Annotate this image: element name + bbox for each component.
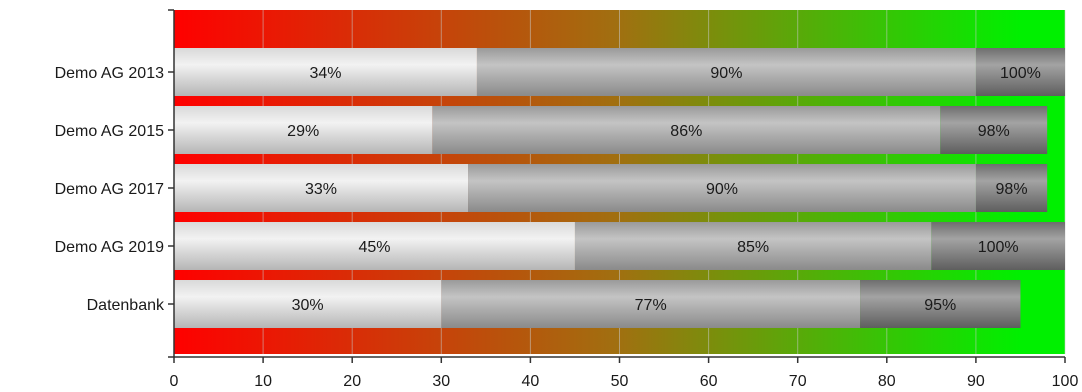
x-tick-label: 40 [522, 373, 540, 390]
data-label: 100% [1000, 65, 1041, 82]
x-tick-label: 80 [878, 373, 896, 390]
bar-segment [476, 48, 976, 96]
bar-segment [468, 164, 976, 212]
x-tick-label: 10 [254, 373, 272, 390]
bar-segment [860, 280, 1021, 328]
bar-segment [174, 48, 477, 96]
data-label: 90% [710, 65, 742, 82]
data-label: 90% [706, 181, 738, 198]
data-label: 86% [670, 123, 702, 140]
data-label: 98% [996, 181, 1028, 198]
bar-segment [975, 48, 1065, 96]
category-label: Demo AG 2017 [55, 181, 165, 198]
data-label: 30% [292, 297, 324, 314]
bar-segment [574, 222, 932, 270]
data-label: 77% [635, 297, 667, 314]
data-label: 98% [978, 123, 1010, 140]
bar-segment [441, 280, 861, 328]
x-tick-label: 0 [170, 373, 179, 390]
x-tick-label: 100 [1052, 373, 1079, 390]
data-label: 33% [305, 181, 337, 198]
data-label: 95% [924, 297, 956, 314]
x-tick-label: 90 [967, 373, 985, 390]
category-label: Demo AG 2015 [55, 123, 165, 140]
x-tick-label: 20 [343, 373, 361, 390]
data-label: 29% [287, 123, 319, 140]
bar-segment [174, 106, 433, 154]
bars: 34% 90% 100% 29% 86% 98% 33% 90% 98% 45% 85% 100% 30… [174, 48, 1065, 328]
bar-segment [432, 106, 941, 154]
x-tick-label: 30 [432, 373, 450, 390]
axes: Demo AG 2013 Demo AG 2015 Demo AG 2017 Demo… [55, 9, 1079, 390]
bar-segment [174, 222, 575, 270]
bar-segment [940, 106, 1048, 154]
data-label: 100% [978, 239, 1019, 256]
bar-segment [975, 164, 1048, 212]
x-tick-label: 70 [789, 373, 807, 390]
bar-segment [174, 280, 442, 328]
category-label: Demo AG 2019 [55, 239, 165, 256]
data-label: 34% [309, 65, 341, 82]
bar-segment [931, 222, 1065, 270]
category-label: Demo AG 2013 [55, 65, 165, 82]
data-label: 45% [358, 239, 390, 256]
category-label: Datenbank [87, 297, 165, 314]
x-tick-label: 50 [611, 373, 629, 390]
data-label: 85% [737, 239, 769, 256]
bar-segment [174, 164, 469, 212]
x-tick-label: 60 [700, 373, 718, 390]
